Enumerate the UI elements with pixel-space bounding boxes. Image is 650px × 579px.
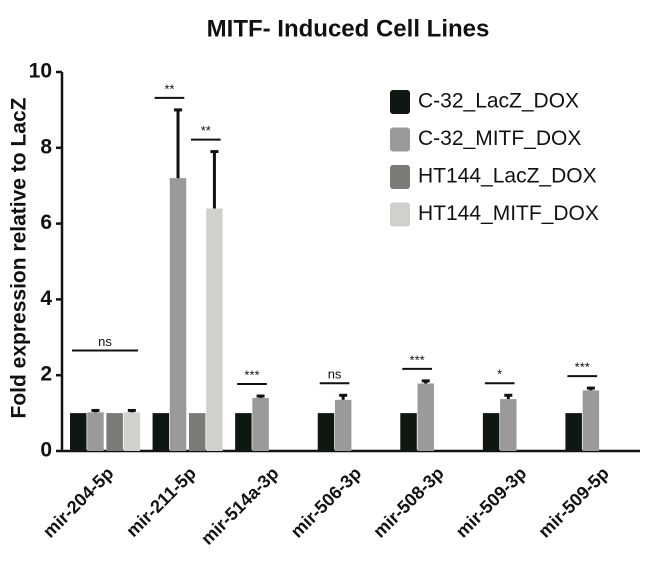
x-tick-label: mir-509-5p xyxy=(534,463,613,542)
legend-label: HT144_MITF_DOX xyxy=(418,202,599,225)
bar xyxy=(152,413,170,451)
bar xyxy=(87,412,104,451)
bar xyxy=(400,413,417,451)
significance-label: ns xyxy=(98,334,112,349)
bar xyxy=(70,413,87,451)
bar xyxy=(500,399,517,451)
chart-title: MITF- Induced Cell Lines xyxy=(207,15,490,42)
y-tick-label: 8 xyxy=(40,135,52,158)
legend-swatch xyxy=(390,165,410,189)
significance-label: *** xyxy=(410,352,425,367)
x-tick-label: mir-508-3p xyxy=(369,463,448,542)
significance-label: *** xyxy=(244,367,259,382)
x-tick-label: mir-514a-3p xyxy=(197,463,283,549)
y-axis-label: Fold expression relative to LacZ xyxy=(8,97,31,418)
significance-label: ** xyxy=(164,81,174,96)
legend-label: HT144_LacZ_DOX xyxy=(418,165,597,188)
bar xyxy=(169,178,187,451)
significance-label: ** xyxy=(201,123,211,138)
bar xyxy=(252,397,269,451)
bar xyxy=(334,399,352,451)
significance-label: * xyxy=(497,367,502,382)
legend-label: C-32_LacZ_DOX xyxy=(418,90,579,113)
y-tick-label: 6 xyxy=(40,211,52,234)
x-tick-label: mir-204-5p xyxy=(39,463,118,542)
bar xyxy=(106,413,123,451)
y-tick-label: 0 xyxy=(40,439,52,462)
x-tick-label: mir-509-3p xyxy=(452,463,531,542)
bar xyxy=(417,383,434,451)
bar xyxy=(317,413,335,451)
bar xyxy=(565,413,582,451)
y-tick-label: 4 xyxy=(40,287,52,310)
bar xyxy=(582,390,600,451)
legend-swatch xyxy=(390,202,410,227)
x-tick-label: mir-211-5p xyxy=(122,463,200,541)
bar xyxy=(188,413,206,451)
bar xyxy=(235,413,252,451)
y-tick-label: 10 xyxy=(29,60,52,83)
y-tick-label: 2 xyxy=(40,363,52,386)
bar xyxy=(482,413,500,451)
significance-label: ns xyxy=(328,367,342,382)
significance-label: *** xyxy=(575,360,590,375)
legend-swatch xyxy=(390,90,410,114)
x-tick-label: mir-506-3p xyxy=(287,463,366,542)
bar xyxy=(206,208,223,451)
legend-label: C-32_MITF_DOX xyxy=(418,127,581,150)
legend-swatch xyxy=(390,127,410,152)
bar xyxy=(123,412,141,451)
